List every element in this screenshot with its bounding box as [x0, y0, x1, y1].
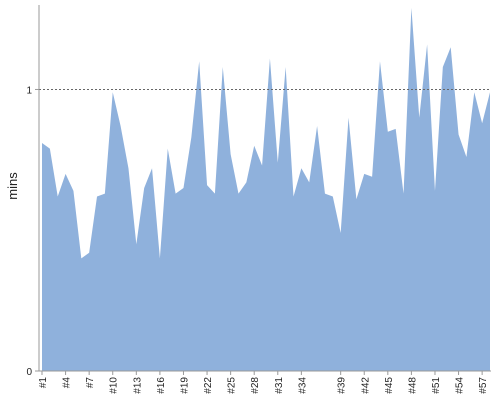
y-axis-title: mins: [5, 172, 20, 200]
y-ticks: 01: [26, 85, 39, 378]
x-tick-label: #16: [156, 377, 167, 394]
x-tick-label: #4: [62, 377, 73, 389]
x-tick-label: #13: [132, 377, 143, 394]
plot-area: [39, 7, 490, 371]
axes: [38, 5, 491, 372]
x-tick-label: #51: [431, 377, 442, 394]
x-tick-label: #39: [337, 377, 348, 394]
x-tick-label: #34: [297, 377, 308, 394]
x-tick-label: #10: [109, 377, 120, 394]
x-tick-label: #7: [85, 377, 96, 389]
y-tick-label: 0: [26, 367, 32, 378]
x-tick-label: #48: [407, 377, 418, 394]
y-tick-label: 1: [26, 85, 32, 96]
x-tick-label: #28: [250, 377, 261, 394]
x-tick-label: #22: [203, 377, 214, 394]
x-tick-label: #31: [274, 377, 285, 394]
x-tick-label: #42: [360, 377, 371, 394]
x-tick-label: #19: [179, 377, 190, 394]
series-area: [42, 7, 490, 371]
x-ticks: #1 #4 #7 #10 #13 #16 #19 #22 #25 #28 #31 #34 #39 #42 #…: [38, 371, 489, 394]
x-tick-label: #54: [455, 377, 466, 394]
x-tick-label: #57: [478, 377, 489, 394]
x-tick-label: #1: [38, 377, 49, 389]
x-tick-label: #45: [384, 377, 395, 394]
x-tick-label: #25: [227, 377, 238, 394]
